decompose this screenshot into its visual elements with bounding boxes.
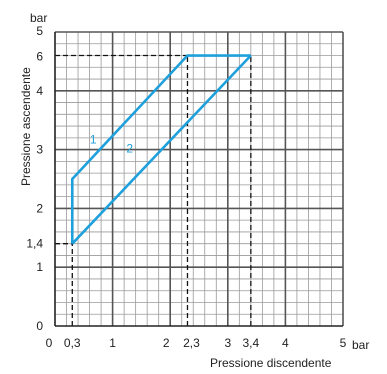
y-tick-label: 6	[36, 50, 43, 64]
series-line-1	[70, 54, 251, 244]
x-tick-label: 2	[163, 336, 170, 350]
series-line-2	[71, 54, 252, 245]
x-tick-label: 4	[282, 336, 289, 350]
y-tick-labels: 0 1 1,4 2 3 4 6 5	[26, 24, 43, 333]
x-tick-labels: 0 0,3 1 2 2,3 3 3,4 4 5	[46, 336, 347, 350]
x-tick-label: 3	[224, 336, 231, 350]
x-tick-label: 3,4	[242, 336, 259, 350]
y-tick-label: 3	[36, 143, 43, 157]
series-labels: 12	[90, 133, 133, 156]
x-tick-label: 1	[109, 336, 116, 350]
series-label-1: 1	[90, 133, 97, 147]
axes	[54, 32, 343, 327]
reference-lines	[55, 54, 252, 326]
series-label-2: 2	[126, 142, 133, 156]
x-unit-label: bar	[352, 338, 369, 352]
grid-major	[55, 31, 344, 326]
x-axis-title: Pressione discendente	[210, 356, 332, 370]
y-tick-label: 1	[36, 260, 43, 274]
x-tick-label: 5	[340, 336, 347, 350]
y-axis-title: Pressione ascendente	[19, 67, 33, 186]
y-tick-label: 1,4	[26, 237, 43, 251]
x-tick-label: 0,3	[64, 336, 81, 350]
series-lines	[70, 54, 252, 245]
y-tick-label: 2	[36, 201, 43, 215]
y-tick-label: 4	[36, 84, 43, 98]
y-unit-label: bar	[30, 11, 47, 25]
y-tick-label: 5	[36, 24, 43, 38]
x-tick-label: 2,3	[183, 336, 200, 350]
x-tick-label: 0	[46, 336, 53, 350]
grid-minor	[55, 32, 343, 326]
y-tick-label: 0	[36, 319, 43, 333]
